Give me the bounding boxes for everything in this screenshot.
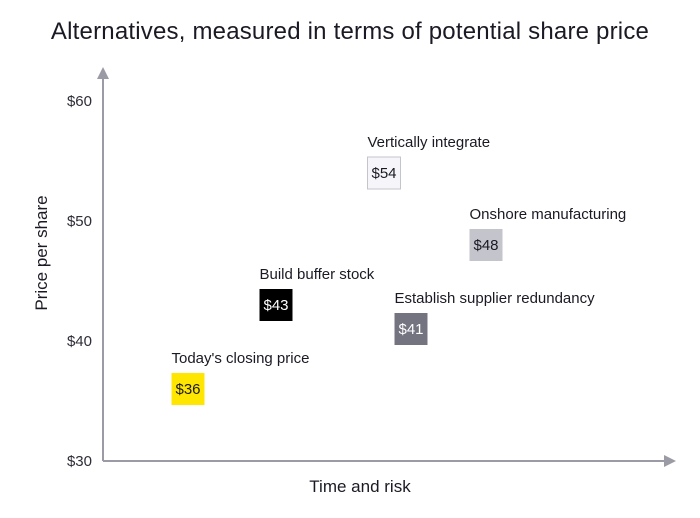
data-point: $43 Build buffer stock	[259, 266, 375, 321]
data-point-marker	[171, 373, 205, 405]
data-point: $41 Establish supplier redundancy	[394, 290, 596, 345]
data-point-value-label: $54	[371, 165, 396, 182]
data-point-marker	[367, 156, 401, 190]
data-point: $48 Onshore manufacturing	[469, 206, 627, 261]
data-points: $36 Today's closing price $43 Build buffer …	[171, 134, 627, 405]
y-axis-title: Price per share	[32, 195, 51, 310]
y-axis-arrow-icon	[97, 67, 109, 79]
data-point-name-label: Establish supplier redundancy	[395, 290, 596, 307]
chart-title: Alternatives, measured in terms of poten…	[50, 18, 650, 45]
data-point-name-label: Build buffer stock	[260, 266, 375, 283]
data-point-marker	[259, 289, 293, 321]
data-point: $54 Vertically integrate	[367, 134, 491, 190]
y-tick-label: $40	[67, 333, 92, 350]
axes	[97, 67, 676, 467]
data-point-name-label: Onshore manufacturing	[470, 206, 627, 223]
y-tick-label: $50	[67, 213, 92, 230]
y-tick-label: $60	[67, 93, 92, 110]
data-point-value-label: $48	[473, 237, 498, 254]
x-axis-title: Time and risk	[309, 477, 411, 496]
y-tick-labels: $60 $50 $40 $30	[67, 93, 92, 470]
data-point-value-label: $36	[175, 381, 200, 398]
data-point-marker	[394, 313, 428, 345]
data-point-value-label: $41	[398, 321, 423, 338]
data-point: $36 Today's closing price	[171, 350, 310, 405]
data-point-value-label: $43	[263, 297, 288, 314]
y-tick-label: $30	[67, 453, 92, 470]
data-point-marker	[469, 229, 503, 261]
x-axis-arrow-icon	[664, 455, 676, 467]
data-point-name-label: Vertically integrate	[368, 134, 491, 151]
data-point-name-label: Today's closing price	[172, 350, 310, 367]
